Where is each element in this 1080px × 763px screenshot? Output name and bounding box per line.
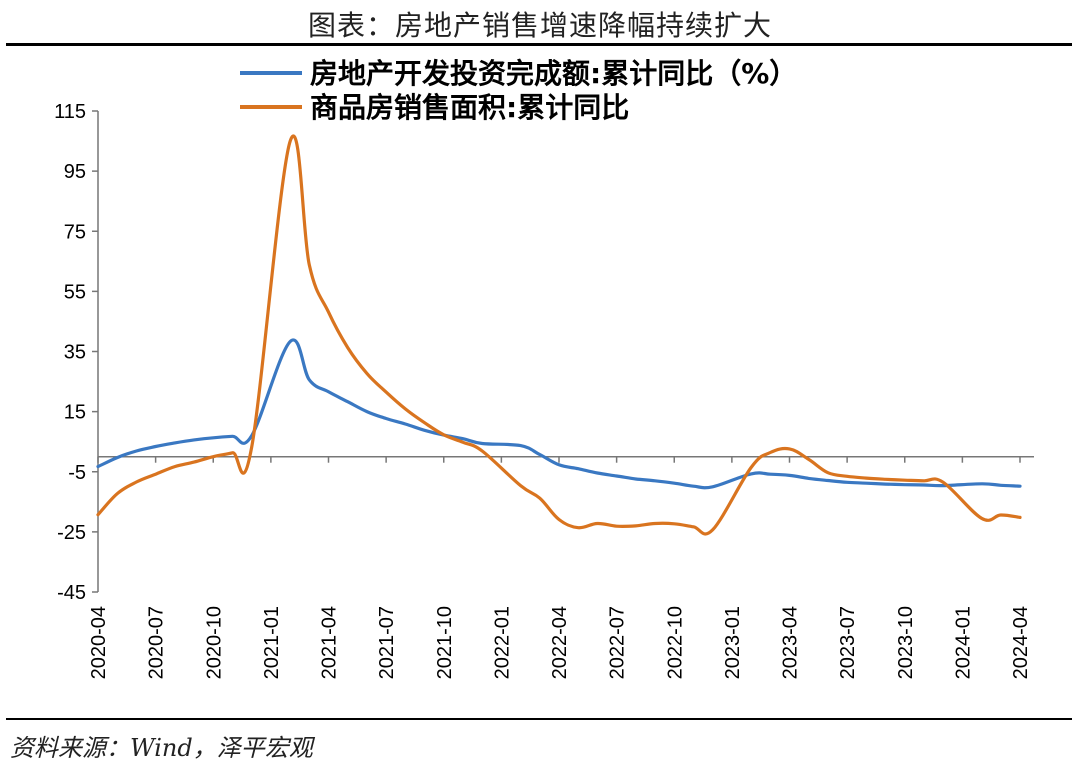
x-tick-label: 2022-07 — [607, 606, 629, 679]
y-tick-label: 55 — [64, 281, 86, 303]
bottom-rule — [6, 718, 1072, 720]
x-tick-label: 2024-01 — [952, 606, 974, 679]
source-note: 资料来源：Wind，泽平宏观 — [10, 734, 313, 762]
x-tick-label: 2022-10 — [664, 606, 686, 679]
y-tick-label: 115 — [54, 101, 86, 123]
top-rule — [6, 43, 1072, 46]
x-tick-label: 2021-07 — [376, 606, 398, 679]
x-tick-label: 2021-04 — [319, 606, 341, 679]
x-tick-label: 2022-01 — [491, 606, 513, 679]
x-tick-label: 2023-07 — [837, 606, 859, 679]
x-tick-label: 2020-07 — [146, 606, 168, 679]
y-tick-label: -5 — [68, 462, 86, 484]
y-tick-label: -45 — [57, 582, 86, 604]
x-axis: 2020-04 2020-07 2020-10 2021-01 2021-04 2021-… — [88, 455, 1034, 679]
x-tick-label: 2020-04 — [88, 606, 110, 679]
x-tick-label: 2023-10 — [895, 606, 917, 679]
legend: 房地产开发投资完成额:累计同比（%）商品房销售面积:累计同比 — [240, 57, 797, 124]
x-tick-label: 2021-10 — [434, 606, 456, 679]
x-tick-label: 2022-04 — [549, 606, 571, 679]
series-line-1 — [96, 338, 1022, 490]
y-tick-label: 75 — [64, 221, 86, 243]
y-tick-label: -25 — [57, 522, 86, 544]
chart-title: 图表：房地产销售增速降幅持续扩大 — [307, 9, 772, 42]
series-group — [96, 134, 1022, 536]
y-tick-label: 15 — [64, 402, 86, 424]
x-tick-label: 2023-01 — [722, 606, 744, 679]
y-axis: 115 95 75 55 35 15 -5 -25 -45 — [54, 101, 99, 604]
x-tick-label: 2023-04 — [780, 606, 802, 679]
y-tick-label: 35 — [64, 342, 86, 364]
series-line-2 — [96, 134, 1022, 536]
line-chart: 房地产开发投资完成额:累计同比（%）商品房销售面积:累计同比 115 95 75 55… — [54, 57, 1034, 679]
x-tick-label: 2024-04 — [1010, 606, 1032, 679]
x-tick-label: 2020-10 — [203, 606, 225, 679]
y-tick-label: 95 — [64, 161, 86, 183]
x-tick-label: 2021-01 — [261, 606, 283, 679]
legend-label-1: 房地产开发投资完成额:累计同比（%） — [310, 57, 797, 90]
legend-label-2: 商品房销售面积:累计同比 — [310, 91, 629, 124]
